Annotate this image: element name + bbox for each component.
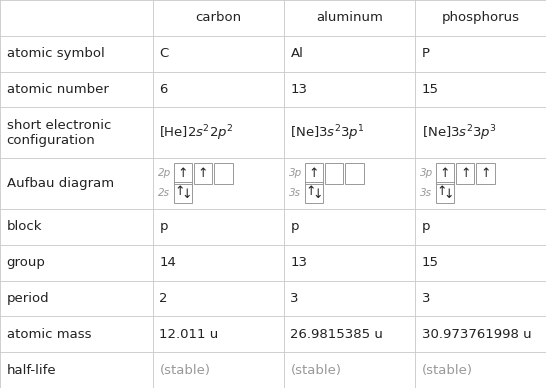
Text: 26.9815385 u: 26.9815385 u [290,328,383,341]
Text: (stable): (stable) [422,364,472,377]
Text: ↑: ↑ [198,167,209,180]
Text: 3p: 3p [289,168,302,178]
Text: ↑: ↑ [308,167,319,180]
Text: 3p: 3p [420,168,434,178]
Text: ↓: ↓ [312,188,323,201]
Text: 13: 13 [290,256,307,269]
Text: 3: 3 [422,292,430,305]
Bar [325,163,343,184]
Text: (stable): (stable) [159,364,210,377]
Text: ↑: ↑ [436,185,447,197]
Text: 12.011 u: 12.011 u [159,328,219,341]
Bar [174,163,192,184]
Text: 2s: 2s [158,188,170,198]
Text: 15: 15 [422,256,438,269]
Text: 15: 15 [422,83,438,96]
Text: p: p [422,220,430,234]
Text: Al: Al [290,47,304,60]
Text: half-life: half-life [7,364,56,377]
Text: short electronic
configuration: short electronic configuration [7,119,111,147]
Text: ↑: ↑ [480,167,491,180]
Text: ↑: ↑ [174,185,185,197]
Text: atomic symbol: atomic symbol [7,47,104,60]
Text: ↑: ↑ [460,167,471,180]
Bar [305,182,323,203]
Text: 3: 3 [290,292,299,305]
Text: ↓: ↓ [443,188,454,201]
Text: p: p [159,220,168,234]
Text: atomic number: atomic number [7,83,109,96]
Text: [Ne]3$s^2$3$p^1$: [Ne]3$s^2$3$p^1$ [290,123,365,142]
Text: P: P [422,47,430,60]
Bar [456,163,474,184]
Bar [436,163,454,184]
Text: [He]2$s^2$2$p^2$: [He]2$s^2$2$p^2$ [159,123,234,142]
Bar [305,163,323,184]
Text: block: block [7,220,42,234]
Text: ↑: ↑ [440,167,450,180]
Text: 3s: 3s [289,188,301,198]
Bar [214,163,233,184]
Text: C: C [159,47,169,60]
Text: atomic mass: atomic mass [7,328,91,341]
Text: 6: 6 [159,83,168,96]
Bar [436,182,454,203]
Text: 3s: 3s [420,188,432,198]
Bar [476,163,495,184]
Text: 2: 2 [159,292,168,305]
Text: 30.973761998 u: 30.973761998 u [422,328,531,341]
Text: group: group [7,256,45,269]
Bar [194,163,212,184]
Text: Aufbau diagram: Aufbau diagram [7,177,114,190]
Text: ↑: ↑ [305,185,316,197]
Text: p: p [290,220,299,234]
Text: period: period [7,292,49,305]
Text: phosphorus: phosphorus [442,11,519,24]
Text: carbon: carbon [195,11,241,24]
Text: 2p: 2p [158,168,171,178]
Text: ↓: ↓ [181,188,192,201]
Text: [Ne]3$s^2$3$p^3$: [Ne]3$s^2$3$p^3$ [422,123,497,142]
Text: aluminum: aluminum [316,11,383,24]
Text: (stable): (stable) [290,364,341,377]
Text: ↑: ↑ [177,167,188,180]
Bar [345,163,364,184]
Bar [174,182,192,203]
Text: 13: 13 [290,83,307,96]
Text: 14: 14 [159,256,176,269]
